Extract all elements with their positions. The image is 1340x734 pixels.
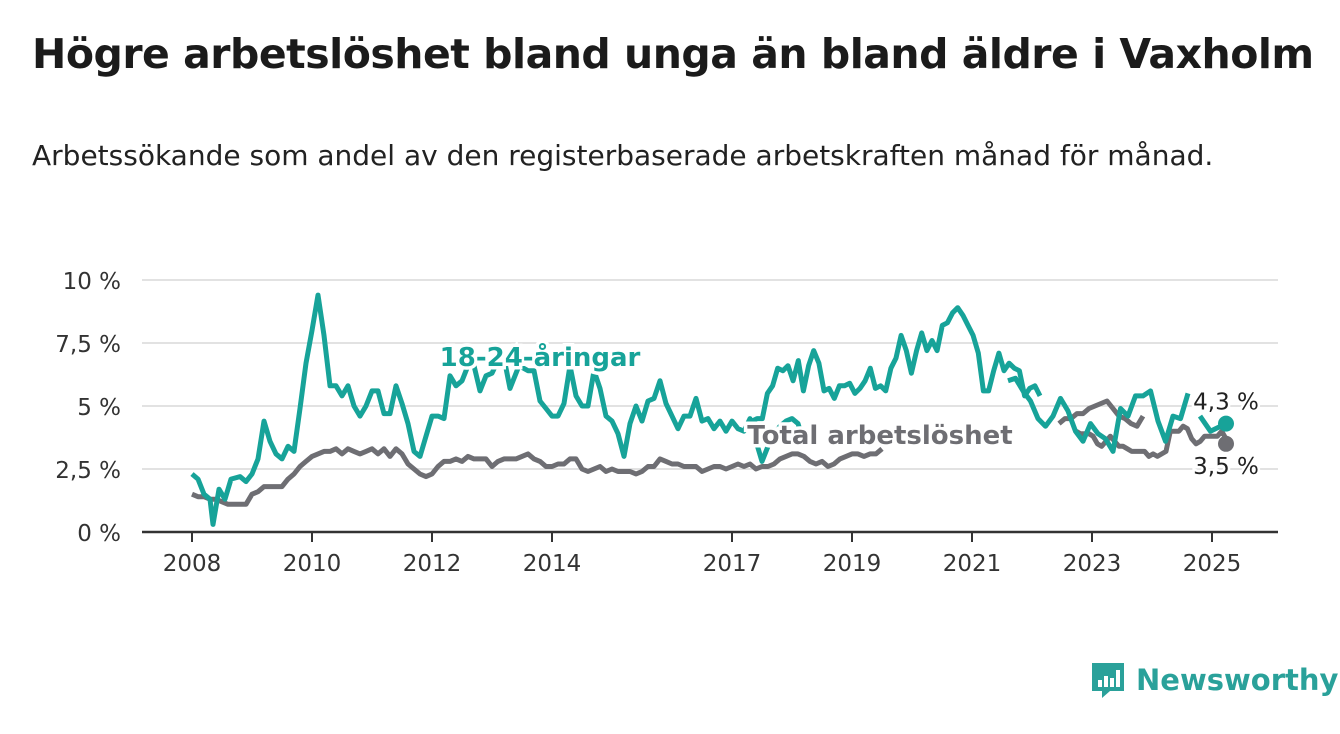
- end-label-youth: 4,3 %: [1193, 390, 1259, 416]
- y-tick-label: 7,5 %: [55, 332, 121, 358]
- y-tick-label: 10 %: [63, 269, 121, 295]
- newsworthy-logo: Newsworthy: [1090, 660, 1338, 700]
- series-label-total: Total arbetslöshet: [747, 421, 1012, 451]
- series-line-total: [191, 446, 884, 507]
- series-end-marker-youth: [1218, 415, 1234, 432]
- x-tick-label: 2012: [403, 551, 462, 577]
- x-tick-label: 2025: [1183, 551, 1242, 577]
- series-line-youth: [190, 292, 807, 527]
- series-end-marker-total: [1218, 435, 1234, 452]
- chart-subtitle: Arbetssökande som andel av den registerb…: [32, 139, 1214, 172]
- chart-title: Högre arbetslöshet bland unga än bland ä…: [32, 30, 1314, 78]
- series-line-youth: [750, 305, 1043, 424]
- series-label-youth: 18-24-åringar: [440, 341, 641, 373]
- x-tick-label: 2010: [283, 551, 342, 577]
- y-tick-label: 0 %: [77, 521, 121, 547]
- brand-name: Newsworthy: [1136, 663, 1339, 697]
- x-tick-label: 2008: [163, 551, 222, 577]
- x-tick-label: 2021: [943, 551, 1002, 577]
- series-line-total: [1074, 423, 1229, 459]
- newsworthy-logo-icon: [1092, 663, 1124, 698]
- x-tick-label: 2014: [523, 551, 582, 577]
- y-tick-label: 2,5 %: [55, 458, 121, 484]
- x-tick-label: 2019: [823, 551, 882, 577]
- x-tick-label: 2023: [1063, 551, 1122, 577]
- series-line-total: [1057, 398, 1146, 429]
- y-tick-label: 5 %: [77, 395, 121, 421]
- x-tick-label: 2017: [703, 551, 762, 577]
- series-line-youth: [1007, 375, 1191, 454]
- end-label-total: 3,5 %: [1193, 454, 1259, 480]
